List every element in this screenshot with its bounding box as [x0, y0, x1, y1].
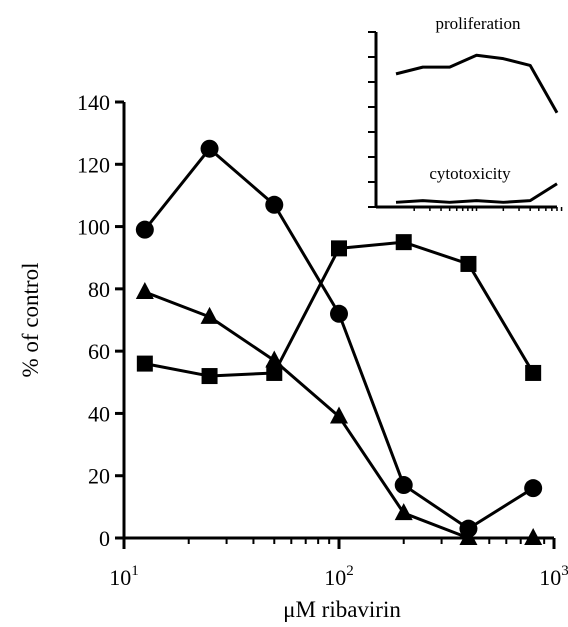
y-tick-label: 100	[77, 215, 110, 240]
data-point-circle	[330, 304, 348, 323]
data-point-square	[460, 255, 477, 272]
y-tick-label: 140	[77, 90, 110, 115]
data-point-square	[395, 234, 412, 251]
y-tick-label: 0	[99, 526, 110, 551]
data-point-circle	[394, 476, 413, 495]
y-tick-label: 20	[88, 464, 110, 489]
inset-plot: proliferation cytotoxicity	[368, 14, 563, 211]
inset-line-proliferation	[395, 53, 559, 114]
y-axis-title: % of control	[18, 263, 43, 378]
data-point-circle	[135, 220, 154, 239]
data-point-triangle	[394, 503, 413, 521]
y-tick-label: 120	[77, 152, 110, 177]
data-point-square	[136, 355, 153, 372]
data-point-circle	[200, 139, 219, 158]
data-point-square	[331, 240, 347, 257]
data-point-triangle	[135, 281, 154, 299]
data-point-circle	[265, 195, 284, 214]
data-point-circle	[524, 479, 543, 498]
main-plot: 0 20 40 60 80 100 120 140 101 102 103	[77, 90, 568, 590]
data-point-triangle	[459, 528, 478, 545]
y-tick-label: 40	[88, 401, 110, 426]
y-tick-label: 80	[88, 277, 110, 302]
data-point-square	[201, 368, 218, 385]
inset-line-cytotoxicity	[395, 182, 558, 204]
x-tick-label: 103	[539, 563, 568, 590]
data-point-square	[525, 364, 542, 381]
inset-label-proliferation: proliferation	[436, 14, 521, 33]
y-tick-label: 60	[88, 339, 110, 364]
data-point-triangle	[265, 350, 284, 368]
data-point-triangle	[330, 406, 348, 424]
x-tick-label: 101	[109, 563, 139, 590]
x-tick-label: 102	[324, 563, 354, 590]
data-point-triangle	[200, 306, 219, 324]
data-point-square	[266, 364, 283, 381]
x-axis-title: μM ribavirin	[283, 597, 401, 622]
inset-label-cytotoxicity: cytotoxicity	[429, 164, 511, 183]
data-point-triangle	[524, 528, 543, 545]
